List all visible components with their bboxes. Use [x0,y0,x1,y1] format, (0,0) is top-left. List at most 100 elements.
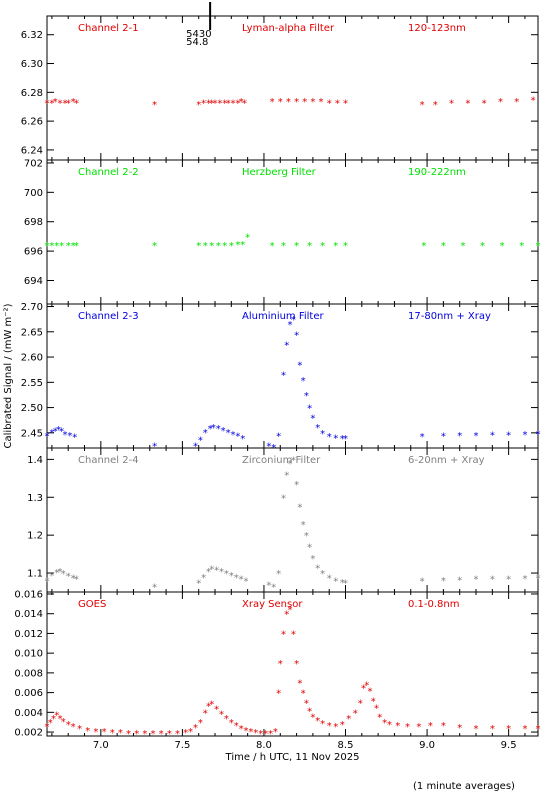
data-point: * [276,431,281,442]
data-point: * [294,659,299,670]
data-point: * [506,724,511,735]
data-point: * [203,708,208,719]
data-point: * [310,554,315,565]
data-point: * [474,431,479,442]
data-point: * [498,97,503,108]
data-point: * [522,430,527,441]
data-point: * [62,430,67,441]
data-point: * [284,471,289,482]
y-tick-label: 0.002 [14,728,43,739]
data-point: * [152,100,157,111]
y-tick-label: 6.26 [21,117,43,128]
data-point: * [102,727,107,738]
data-point: * [235,431,240,442]
data-point: * [234,573,239,584]
data-point: * [358,698,363,709]
data-point: * [229,718,234,729]
data-point: * [74,98,79,109]
data-point: * [49,241,54,252]
y-tick-label: 0.016 [14,589,43,600]
data-point: * [333,722,338,733]
data-point: * [51,714,56,725]
data-point: * [58,98,63,109]
data-point: * [297,503,302,514]
data-point: * [152,582,157,593]
data-point: * [327,432,332,443]
y-tick-label: 0.004 [14,708,43,719]
data-point: * [203,241,208,252]
data-point: * [327,721,332,732]
panel-frame-2 [46,159,539,305]
data-point: * [319,97,324,108]
data-point: * [61,717,66,728]
data-point: * [377,712,382,723]
y-tick-label: 1.1 [27,569,43,580]
data-point: * [208,424,213,435]
y-tick-label: 0.012 [14,629,43,640]
data-point: * [278,659,283,670]
data-point: * [536,724,541,735]
data-point: * [67,431,72,442]
y-tick-label: 0.010 [14,649,43,660]
data-point: * [209,699,214,710]
data-point: * [281,371,286,382]
data-point: * [74,575,79,586]
data-point: * [449,98,454,109]
x-tick-label: 7.5 [174,740,190,751]
data-point: * [45,98,50,109]
data-point: * [371,696,376,707]
data-point: * [235,98,240,109]
data-point: * [536,574,541,585]
data-point: * [209,565,214,576]
y-tick-label: 1.3 [27,493,43,504]
x-tick-label: 7.0 [93,740,109,751]
data-point: * [457,575,462,586]
x-axis-label: Time / h UTC, 11 Nov 2025 [225,752,360,763]
data-point: * [304,531,309,542]
data-point: * [54,241,59,252]
data-point: * [206,701,211,712]
data-point: * [522,724,527,735]
data-point: * [441,576,446,587]
data-point: * [340,434,345,445]
y-tick-label: 2.65 [21,327,43,338]
data-point: * [460,241,465,252]
band-label: 190-222nm [408,167,466,178]
data-point: * [327,98,332,109]
data-point: * [74,241,79,252]
data-point: * [310,712,315,723]
y-tick-label: 702 [24,158,43,169]
data-point: * [465,98,470,109]
data-point: * [229,241,234,252]
data-point: * [159,729,164,740]
y-tick-label: 2.45 [21,428,43,439]
data-point: * [288,320,293,331]
data-point: * [320,569,325,580]
data-point: * [428,721,433,732]
data-point: * [506,574,511,585]
data-point: * [270,97,275,108]
data-point: * [474,724,479,735]
data-point: * [201,573,206,584]
data-point: * [85,726,90,737]
data-point: * [288,459,293,470]
data-point: * [56,425,61,436]
data-point: * [198,435,203,446]
data-point: * [196,579,201,590]
top-marker-label: 5430 [186,29,211,40]
data-point: * [45,722,50,733]
data-point: * [244,726,249,737]
band-label: 120-123nm [408,23,466,34]
data-point: * [213,98,218,109]
data-point: * [45,241,50,252]
data-point: * [59,426,64,437]
data-point: * [531,96,536,107]
data-point: * [142,729,147,740]
y-tick-label: 698 [24,217,43,228]
data-point: * [110,728,115,739]
y-tick-label: 6.30 [21,59,43,70]
data-point: * [281,629,286,640]
data-point: * [457,431,462,442]
data-point: * [196,241,201,252]
data-point: * [405,722,410,733]
